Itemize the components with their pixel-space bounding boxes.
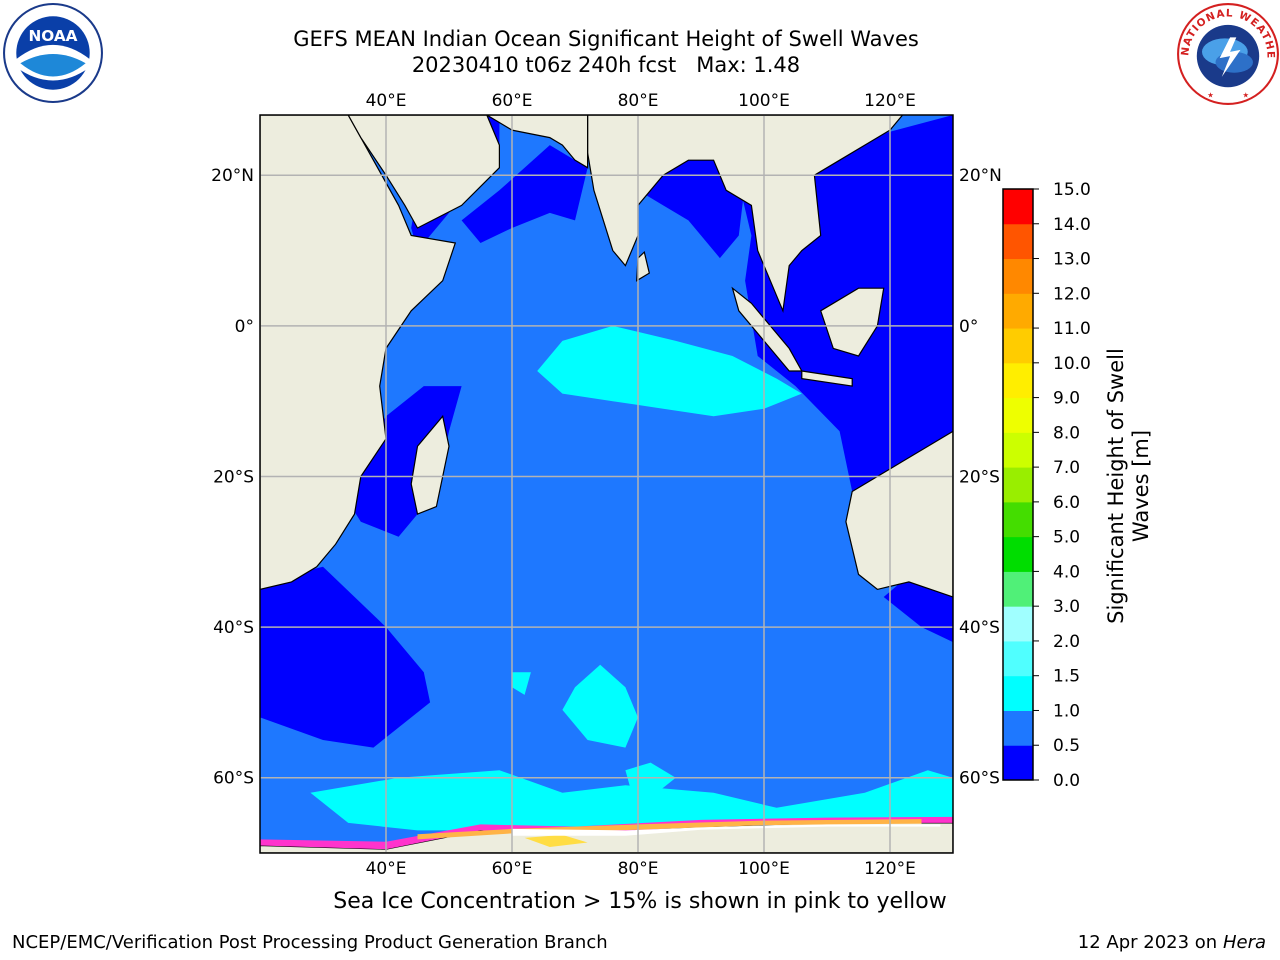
lat-tick-label-left: 0° bbox=[235, 317, 254, 337]
colorbar-segment bbox=[1003, 501, 1033, 538]
colorbar-tick-label: 9.0 bbox=[1053, 389, 1080, 409]
lon-tick-label-top: 80°E bbox=[618, 91, 659, 111]
colorbar-segment bbox=[1003, 710, 1033, 746]
moderate-swell-zone bbox=[562, 664, 638, 748]
colorbar-segment bbox=[1003, 189, 1033, 225]
lon-tick-label-bottom: 100°E bbox=[738, 859, 790, 879]
footer-date-text: 12 Apr 2023 on bbox=[1077, 932, 1223, 953]
lon-tick-label-top: 40°E bbox=[366, 91, 407, 111]
noaa-logo-text: NOAA bbox=[28, 27, 77, 45]
colorbar-tick-label: 0.0 bbox=[1053, 771, 1080, 791]
lat-tick-label-left: 20°S bbox=[213, 467, 254, 487]
low-swell-zone bbox=[341, 386, 462, 537]
colorbar-segment bbox=[1003, 362, 1033, 399]
colorbar-title-line-2: Waves [m] bbox=[1129, 429, 1153, 543]
nws-logo-icon: NATIONAL WEATHER SERVICE ★ ★ bbox=[1176, 2, 1279, 105]
land-mass bbox=[486, 115, 904, 314]
colorbar: 0.0 0.5 1.0 1.5 2.0 3.0 4.0 5.0 6.0 7.0 8.0 9.0 10.0… bbox=[1002, 180, 1091, 791]
colorbar-tick-label: 1.0 bbox=[1053, 701, 1080, 721]
colorbar-segment bbox=[1003, 536, 1033, 572]
colorbar-tick-label: 12.0 bbox=[1053, 284, 1091, 304]
lon-tick-label-bottom: 80°E bbox=[618, 859, 659, 879]
colorbar-segment bbox=[1003, 675, 1033, 711]
title-line-1: GEFS MEAN Indian Ocean Significant Heigh… bbox=[293, 27, 919, 51]
land-mass bbox=[260, 115, 457, 591]
colorbar-tick-label: 7.0 bbox=[1053, 458, 1080, 478]
lon-tick-label-top: 60°E bbox=[492, 91, 533, 111]
colorbar-tick-label: 0.5 bbox=[1053, 736, 1080, 756]
colorbar-tick-label: 15.0 bbox=[1053, 180, 1091, 200]
colorbar-tick-label: 3.0 bbox=[1053, 597, 1080, 617]
title-line-2: 20230410 t06z 240h fcst Max: 1.48 bbox=[411, 53, 801, 77]
colorbar-segment bbox=[1003, 432, 1033, 468]
map-clip-group bbox=[260, 115, 953, 853]
colorbar-tick-label: 5.0 bbox=[1053, 528, 1080, 548]
colorbar-segment bbox=[1003, 745, 1033, 781]
moderate-swell-zone bbox=[537, 325, 802, 417]
moderate-swell-zone bbox=[512, 672, 531, 695]
sea-ice-caption: Sea Ice Concentration > 15% is shown in … bbox=[333, 889, 947, 914]
colorbar-tick-label: 1.5 bbox=[1053, 667, 1080, 687]
noaa-logo-icon: NOAA bbox=[3, 3, 103, 103]
footer-branch-text: NCEP/EMC/Verification Post Processing Pr… bbox=[12, 932, 608, 953]
colorbar-tick-label: 8.0 bbox=[1053, 423, 1080, 443]
colorbar-segment bbox=[1003, 640, 1033, 677]
colorbar-tick-label: 6.0 bbox=[1053, 493, 1080, 513]
colorbar-tick-label: 10.0 bbox=[1053, 354, 1091, 374]
colorbar-segment bbox=[1003, 467, 1033, 503]
colorbar-title: Significant Height of Swell Waves [m] bbox=[1104, 306, 1154, 666]
colorbar-tick-label: 2.0 bbox=[1053, 632, 1080, 652]
colorbar-title-line-1: Significant Height of Swell bbox=[1104, 348, 1128, 624]
land-mass bbox=[801, 370, 853, 387]
colorbar-segment bbox=[1003, 328, 1033, 364]
land-mass bbox=[410, 414, 450, 515]
colorbar-segment bbox=[1003, 293, 1033, 329]
lon-tick-label-bottom: 120°E bbox=[864, 859, 916, 879]
lat-tick-label-right: 60°S bbox=[959, 769, 1000, 789]
svg-text:★: ★ bbox=[1207, 91, 1214, 100]
lat-tick-label-left: 60°S bbox=[213, 769, 254, 789]
chart-title: GEFS MEAN Indian Ocean Significant Heigh… bbox=[0, 26, 1212, 78]
colorbar-segment bbox=[1003, 258, 1033, 294]
lat-tick-label-right: 20°S bbox=[959, 467, 1000, 487]
lat-tick-label-right: 0° bbox=[959, 317, 978, 337]
lat-tick-label-left: 40°S bbox=[213, 618, 254, 638]
land-mass bbox=[845, 430, 953, 598]
colorbar-tick-label: 13.0 bbox=[1053, 250, 1091, 270]
footer-host-text: Hera bbox=[1222, 932, 1266, 953]
colorbar-segment bbox=[1003, 571, 1033, 607]
lon-tick-label-bottom: 60°E bbox=[492, 859, 533, 879]
map-ticks: 40°E 40°E 60°E 60°E 80°E 80°E 100°E 100°E 120°E 1… bbox=[211, 91, 1002, 879]
colorbar-segment bbox=[1003, 397, 1033, 433]
footer-date: 12 Apr 2023 on Hera bbox=[1078, 932, 1266, 953]
colorbar-segment bbox=[1003, 606, 1033, 642]
lat-tick-label-right: 40°S bbox=[959, 618, 1000, 638]
land-mass bbox=[731, 286, 803, 372]
map-frame bbox=[259, 114, 954, 854]
lat-tick-label-right: 20°N bbox=[959, 166, 1002, 186]
low-swell-zone bbox=[638, 152, 746, 259]
map-area bbox=[259, 114, 954, 854]
lon-tick-label-top: 120°E bbox=[864, 91, 916, 111]
colorbar-frame bbox=[1002, 188, 1034, 781]
sea-ice-band bbox=[524, 834, 588, 847]
low-swell-zone bbox=[260, 566, 431, 748]
colorbar-segment bbox=[1003, 223, 1033, 260]
colorbar-tick-label: 14.0 bbox=[1053, 215, 1091, 235]
low-swell-zone bbox=[461, 145, 588, 243]
sea-ice-band bbox=[417, 819, 922, 840]
colorbar-tick-label: 4.0 bbox=[1053, 562, 1080, 582]
sea-ice-band bbox=[512, 824, 941, 836]
svg-text:★: ★ bbox=[1243, 91, 1250, 100]
lat-tick-label-left: 20°N bbox=[211, 166, 254, 186]
lon-tick-label-top: 100°E bbox=[738, 91, 790, 111]
colorbar-tick-label: 11.0 bbox=[1053, 319, 1091, 339]
lon-tick-label-bottom: 40°E bbox=[366, 859, 407, 879]
